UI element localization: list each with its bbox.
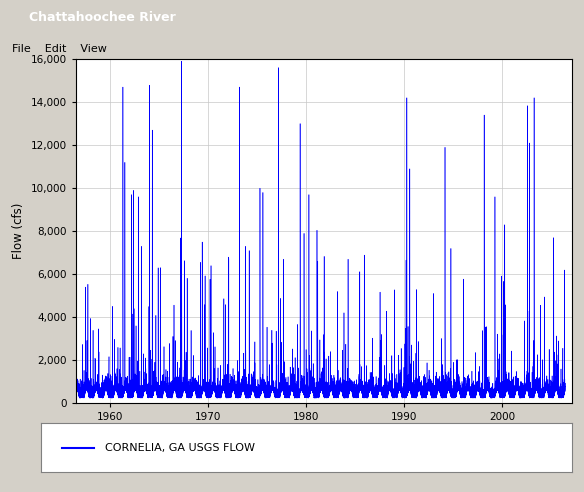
CORNELIA, GA USGS FLOW bbox=[420, 395, 427, 400]
Line: CORNELIA, GA USGS FLOW: CORNELIA, GA USGS FLOW bbox=[76, 61, 565, 398]
Text: Chattahoochee River: Chattahoochee River bbox=[29, 11, 176, 24]
Text: CORNELIA, GA USGS FLOW: CORNELIA, GA USGS FLOW bbox=[105, 443, 255, 453]
CORNELIA, GA USGS FLOW bbox=[72, 388, 79, 394]
CORNELIA, GA USGS FLOW bbox=[244, 395, 251, 401]
CORNELIA, GA USGS FLOW bbox=[562, 383, 569, 389]
CORNELIA, GA USGS FLOW bbox=[549, 386, 556, 392]
CORNELIA, GA USGS FLOW bbox=[93, 384, 100, 390]
CORNELIA, GA USGS FLOW bbox=[111, 381, 118, 387]
CORNELIA, GA USGS FLOW bbox=[527, 389, 534, 395]
CORNELIA, GA USGS FLOW bbox=[254, 392, 261, 398]
CORNELIA, GA USGS FLOW bbox=[178, 58, 185, 64]
Y-axis label: Flow (cfs): Flow (cfs) bbox=[12, 203, 25, 259]
Text: File    Edit    View: File Edit View bbox=[12, 44, 106, 54]
